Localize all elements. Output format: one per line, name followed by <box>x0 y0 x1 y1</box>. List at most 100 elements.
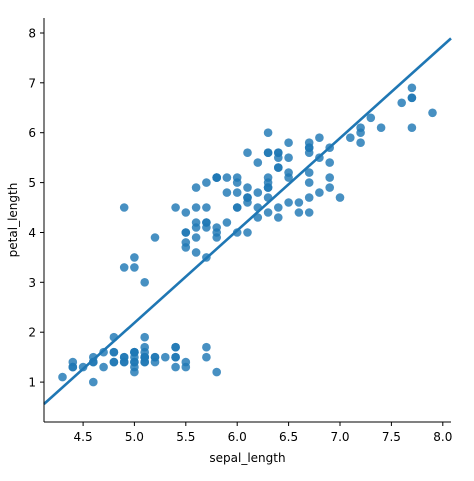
data-point <box>243 228 252 237</box>
data-point <box>253 188 263 197</box>
data-point <box>202 178 211 187</box>
data-point <box>222 173 232 182</box>
data-point <box>202 203 211 212</box>
axes-layer <box>43 18 451 423</box>
data-point <box>202 352 211 362</box>
data-point <box>109 357 119 367</box>
data-point <box>161 352 170 362</box>
data-point <box>171 352 180 362</box>
data-point <box>232 178 242 187</box>
data-point <box>294 198 304 207</box>
data-point <box>130 347 139 357</box>
data-point <box>191 203 201 212</box>
data-point <box>150 233 160 242</box>
data-point <box>315 188 324 197</box>
data-point <box>284 138 293 147</box>
data-point <box>212 173 221 182</box>
data-point <box>325 158 335 167</box>
data-point <box>232 203 242 212</box>
data-point <box>294 208 304 217</box>
data-point <box>263 148 273 157</box>
data-point <box>89 377 98 387</box>
data-point <box>315 133 324 142</box>
points-layer <box>58 83 437 387</box>
y-tick-label: 7 <box>28 76 36 90</box>
data-point <box>428 108 437 118</box>
data-point <box>191 218 201 227</box>
data-point <box>325 173 335 182</box>
data-point <box>304 208 314 217</box>
data-point <box>243 183 252 192</box>
data-point <box>304 178 314 187</box>
x-tick-label: 5.0 <box>125 430 144 444</box>
data-point <box>171 362 180 372</box>
y-tick-label: 5 <box>28 176 36 190</box>
data-point <box>304 193 314 202</box>
y-tick-label: 4 <box>28 226 36 240</box>
data-point <box>397 98 407 108</box>
data-point <box>181 362 191 372</box>
data-point <box>284 198 293 207</box>
data-point <box>346 133 355 142</box>
x-tick-label: 7.0 <box>330 430 349 444</box>
y-tick-label: 8 <box>28 27 36 41</box>
data-point <box>119 263 129 272</box>
data-point <box>119 357 129 367</box>
x-tick-label: 6.0 <box>228 430 247 444</box>
y-tick-label: 2 <box>28 326 36 340</box>
data-point <box>171 203 180 212</box>
data-point <box>232 228 242 237</box>
data-point <box>109 347 119 357</box>
data-point <box>335 193 345 202</box>
data-point <box>212 367 221 377</box>
x-ticks: 4.5 5.0 5.5 6.0 6.5 7.0 7.5 8.0 <box>74 422 452 444</box>
data-point <box>119 203 129 212</box>
x-axis-label: sepal_length <box>209 451 285 465</box>
x-tick-label: 7.5 <box>382 430 401 444</box>
x-tick-label: 8.0 <box>433 430 452 444</box>
regression-line <box>43 37 452 405</box>
data-point <box>130 263 139 272</box>
data-point <box>99 362 108 372</box>
data-point <box>253 158 263 167</box>
y-axis-label: petal_length <box>6 183 20 258</box>
y-tick-label: 1 <box>28 376 36 390</box>
data-point <box>181 208 191 217</box>
data-point <box>140 332 149 342</box>
data-point <box>356 138 365 147</box>
regression-line-layer <box>43 37 452 405</box>
data-point <box>130 357 139 367</box>
x-tick-label: 4.5 <box>74 430 93 444</box>
data-point <box>356 128 365 137</box>
data-point <box>232 188 242 197</box>
data-point <box>325 183 335 192</box>
data-point <box>202 223 211 232</box>
data-point <box>274 163 283 172</box>
data-point <box>366 113 376 123</box>
data-point <box>171 342 180 352</box>
data-point <box>222 188 232 197</box>
data-point <box>181 228 191 237</box>
data-point <box>140 278 149 287</box>
data-point <box>130 253 139 262</box>
data-point <box>407 93 417 103</box>
data-point <box>407 123 417 132</box>
data-point <box>191 248 201 257</box>
data-point <box>191 183 201 192</box>
x-tick-label: 5.5 <box>176 430 195 444</box>
data-point <box>222 218 232 227</box>
data-point <box>263 178 273 187</box>
data-point <box>58 372 67 382</box>
y-tick-label: 6 <box>28 126 36 140</box>
data-point <box>274 203 283 212</box>
data-point <box>304 168 314 177</box>
data-point <box>202 342 211 352</box>
data-point <box>68 362 78 372</box>
data-point <box>191 233 201 242</box>
y-ticks: 1 2 3 4 5 6 7 8 <box>28 27 44 390</box>
data-point <box>407 83 417 93</box>
data-point <box>284 153 293 162</box>
data-point <box>263 128 273 137</box>
data-point <box>212 228 221 237</box>
